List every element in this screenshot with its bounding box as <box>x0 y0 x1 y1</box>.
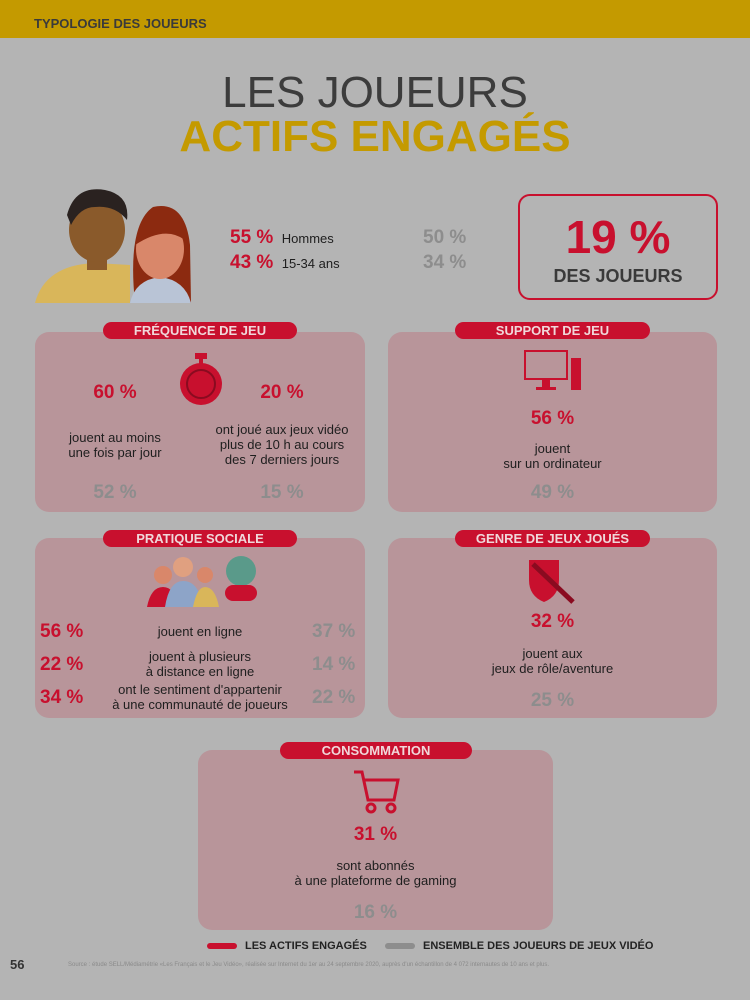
people-globe-gamepad-icon <box>147 556 257 607</box>
source-note: Source : étude SELL/Médiamétrie «Les Fra… <box>68 962 550 968</box>
consommation-text: sont abonnés à une plateforme de gaming <box>294 858 457 888</box>
demographics: 55 % Hommes 50 % 43 % 15-34 ans 34 % <box>230 227 490 277</box>
genre-value: 32 % <box>530 611 575 632</box>
demo-row: 43 % 15-34 ans 34 % <box>230 252 490 277</box>
demo-label: Hommes <box>281 231 334 246</box>
support-title: SUPPORT DE JEU <box>455 322 650 339</box>
sociale-value: 34 % <box>40 687 84 708</box>
section-title: TYPOLOGIE DES JOUEURS <box>34 16 207 31</box>
shield-sword-icon <box>529 560 575 604</box>
players-illustration-icon <box>35 189 191 303</box>
genre-title: GENRE DE JEUX JOUÉS <box>455 530 650 547</box>
legend-swatch-red <box>207 943 237 949</box>
demo-value: 43 % <box>230 252 274 273</box>
sociale-text: ont le sentiment d'appartenir à une comm… <box>112 682 288 712</box>
freq-value: 20 % <box>260 382 304 403</box>
stopwatch-icon <box>180 353 222 405</box>
cart-icon <box>354 770 400 814</box>
freq-overall: 52 % <box>93 482 137 503</box>
freq-overall: 15 % <box>260 482 304 503</box>
freq-text: ont joué aux jeux vidéo plus de 10 h au … <box>215 422 349 467</box>
computer-icon <box>524 350 581 390</box>
section-header: TYPOLOGIE DES JOUEURS <box>0 0 750 38</box>
sociale-text: jouent à plusieurs à distance en ligne <box>145 649 255 679</box>
demo-overall: 34 % <box>423 252 467 273</box>
legend-label: LES ACTIFS ENGAGÉS <box>245 940 367 952</box>
sociale-panel <box>35 538 365 718</box>
freq-value: 60 % <box>93 382 137 403</box>
demo-value: 55 % <box>230 227 274 248</box>
genre-overall: 25 % <box>530 690 575 711</box>
page-title-line1: LES JOUEURS <box>222 68 528 117</box>
demo-label: 15-34 ans <box>281 256 340 271</box>
support-overall: 49 % <box>530 482 575 503</box>
demo-row: 55 % Hommes 50 % <box>230 227 490 252</box>
consommation-value: 31 % <box>353 824 398 845</box>
freq-text: jouent au moins une fois par jour <box>68 430 162 460</box>
page-number: 56 <box>10 957 25 972</box>
support-panel <box>388 332 717 512</box>
page-title-line2: ACTIFS ENGAGÉS <box>179 112 571 161</box>
support-text: jouent sur un ordinateur <box>503 441 602 471</box>
legend-swatch-gray <box>385 943 415 949</box>
sociale-title: PRATIQUE SOCIALE <box>103 530 297 547</box>
genre-text: jouent aux jeux de rôle/aventure <box>491 646 614 676</box>
share-box: 19 % DES JOUEURS <box>518 194 718 300</box>
sociale-value: 22 % <box>40 654 84 675</box>
legend-label: ENSEMBLE DES JOUEURS DE JEUX VIDÉO <box>423 940 654 952</box>
sociale-overall: 14 % <box>312 654 356 675</box>
sociale-overall: 22 % <box>312 687 356 708</box>
legend-item: LES ACTIFS ENGAGÉS <box>207 939 367 953</box>
sociale-text: jouent en ligne <box>157 624 243 639</box>
sociale-value: 56 % <box>40 621 84 642</box>
support-value: 56 % <box>530 408 575 429</box>
sociale-overall: 37 % <box>312 621 356 642</box>
share-value: 19 % <box>565 211 671 263</box>
consommation-title: CONSOMMATION <box>280 742 472 759</box>
legend-item: ENSEMBLE DES JOUEURS DE JEUX VIDÉO <box>385 939 653 953</box>
demo-overall: 50 % <box>423 227 467 248</box>
frequence-title: FRÉQUENCE DE JEU <box>103 322 297 339</box>
consommation-overall: 16 % <box>353 902 398 923</box>
share-label: DES JOUEURS <box>553 266 683 286</box>
